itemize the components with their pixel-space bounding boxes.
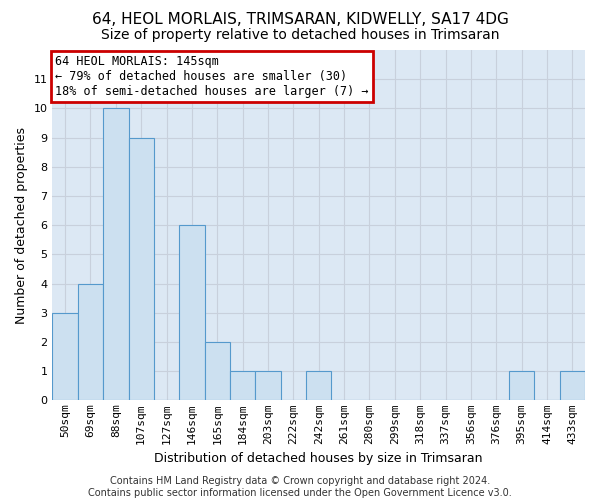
- Bar: [306, 371, 331, 400]
- Bar: [205, 342, 230, 400]
- Text: 64, HEOL MORLAIS, TRIMSARAN, KIDWELLY, SA17 4DG: 64, HEOL MORLAIS, TRIMSARAN, KIDWELLY, S…: [92, 12, 508, 28]
- Text: 64 HEOL MORLAIS: 145sqm
← 79% of detached houses are smaller (30)
18% of semi-de: 64 HEOL MORLAIS: 145sqm ← 79% of detache…: [55, 56, 368, 98]
- Text: Contains HM Land Registry data © Crown copyright and database right 2024.
Contai: Contains HM Land Registry data © Crown c…: [88, 476, 512, 498]
- X-axis label: Distribution of detached houses by size in Trimsaran: Distribution of detached houses by size …: [154, 452, 483, 465]
- Text: Size of property relative to detached houses in Trimsaran: Size of property relative to detached ho…: [101, 28, 499, 42]
- Bar: [560, 371, 585, 400]
- Y-axis label: Number of detached properties: Number of detached properties: [15, 126, 28, 324]
- Bar: [78, 284, 103, 401]
- Bar: [103, 108, 128, 401]
- Bar: [179, 225, 205, 400]
- Bar: [52, 313, 78, 400]
- Bar: [509, 371, 534, 400]
- Bar: [230, 371, 256, 400]
- Bar: [256, 371, 281, 400]
- Bar: [128, 138, 154, 400]
